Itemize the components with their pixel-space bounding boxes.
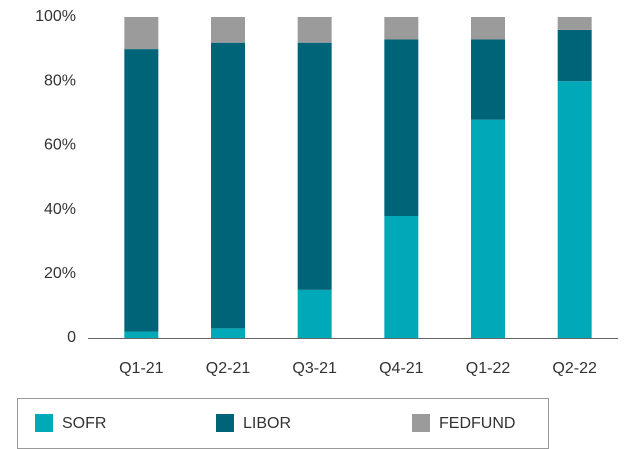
x-tick-label: Q1-21 [119,360,164,377]
y-tick-label: 100% [35,8,76,25]
bar-segment [211,42,245,329]
bar-segment [384,216,419,338]
x-tick-label: Q3-21 [292,360,337,377]
bar-segment [471,119,505,338]
bar-segment [471,39,505,120]
y-tick-label: 40% [44,201,76,218]
bar-segment [297,17,332,43]
bar-segment [557,17,592,30]
bar-segment [384,17,419,40]
legend-swatch [216,414,234,432]
bar-segment [124,331,159,338]
bar-segment [211,328,245,338]
bar-segment [557,81,592,338]
x-tick-label: Q2-21 [206,360,251,377]
x-tick-label: Q2-22 [552,360,597,377]
y-tick-label: 60% [44,137,76,154]
y-tick-label: 0 [67,329,76,346]
bar-segment [384,39,419,217]
bar-segment [557,29,592,82]
legend-swatch [35,414,53,432]
bar-segment [471,17,505,40]
legend-label: LIBOR [243,415,291,432]
bar-segment [124,49,159,332]
y-tick-label: 20% [44,265,76,282]
x-tick-label: Q1-22 [466,360,511,377]
legend-swatch [412,414,430,432]
x-tick-label: Q4-21 [379,360,424,377]
legend-label: FEDFUND [439,415,515,432]
y-tick-label: 80% [44,72,76,89]
bar-segment [297,42,332,290]
bar-segment [297,289,332,338]
bar-segment [211,17,245,43]
legend-label: SOFR [62,415,106,432]
bar-segment [124,17,159,50]
